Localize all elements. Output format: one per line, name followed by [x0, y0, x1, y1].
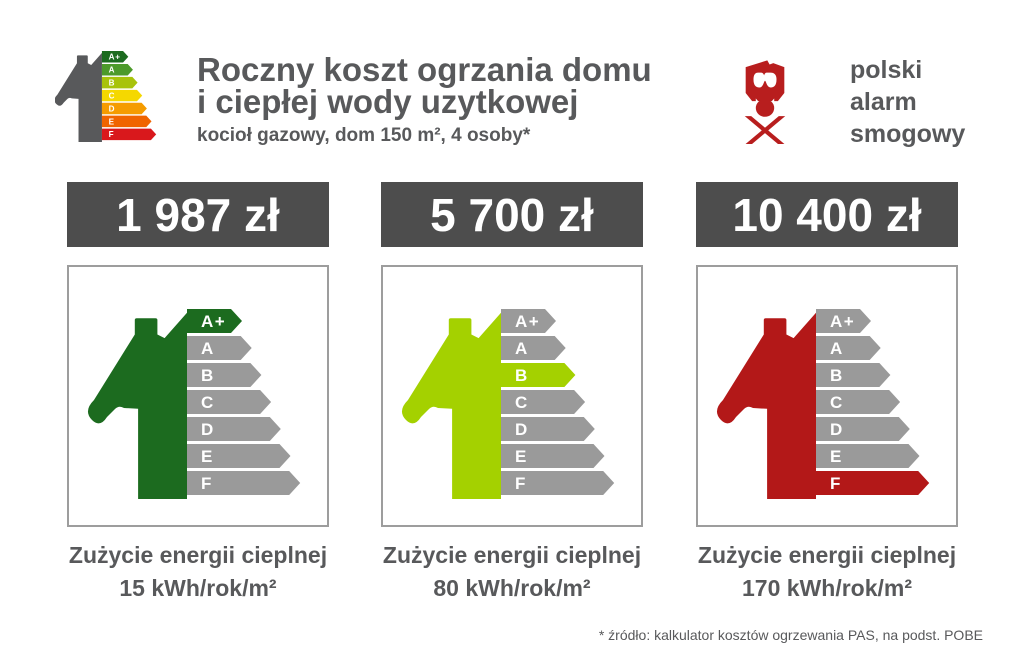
svg-text:E: E [201, 447, 212, 466]
svg-text:C: C [109, 91, 115, 100]
svg-text:E: E [515, 447, 526, 466]
svg-text:A: A [109, 66, 115, 75]
svg-text:A: A [830, 339, 842, 358]
svg-text:D: D [201, 420, 213, 439]
svg-text:A+: A+ [515, 312, 540, 331]
svg-text:B: B [201, 366, 213, 385]
svg-text:B: B [109, 79, 115, 88]
svg-text:B: B [515, 366, 527, 385]
svg-text:E: E [830, 447, 841, 466]
svg-text:D: D [109, 104, 115, 113]
svg-text:A+: A+ [201, 312, 226, 331]
svg-text:B: B [830, 366, 842, 385]
svg-text:F: F [830, 474, 840, 493]
svg-text:D: D [830, 420, 842, 439]
svg-text:F: F [109, 130, 114, 139]
svg-text:E: E [109, 117, 115, 126]
svg-text:D: D [515, 420, 527, 439]
svg-text:C: C [515, 393, 527, 412]
svg-text:A+: A+ [830, 312, 855, 331]
svg-text:F: F [515, 474, 525, 493]
svg-text:A: A [515, 339, 527, 358]
svg-text:F: F [201, 474, 211, 493]
svg-text:C: C [201, 393, 213, 412]
svg-text:A+: A+ [109, 53, 121, 62]
svg-text:A: A [201, 339, 213, 358]
svg-text:C: C [830, 393, 842, 412]
